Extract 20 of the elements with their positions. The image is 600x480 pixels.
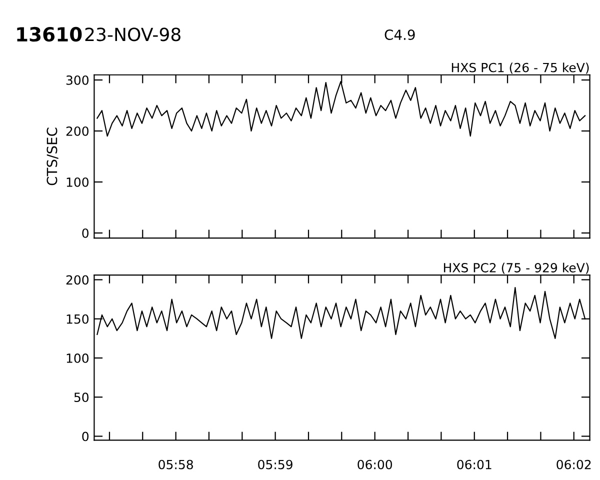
x-tick-label: 05:59 [258,460,292,470]
y-tick-label: 0 [82,228,89,238]
x-tick-label: 05:58 [158,460,193,470]
chart-title: HXS PC1 (26 - 75 keV) [452,62,589,74]
y-axis-title: CTS/SEC [46,128,58,186]
x-tick-label: 06:00 [358,460,392,470]
y-tick-label: 300 [66,75,89,85]
chart-title: HXS PC2 (75 - 929 keV) [444,262,589,274]
text: 23-NOV-98 [85,28,180,42]
x-tick-label: 06:01 [457,460,492,470]
y-tick-label: 100 [66,353,89,363]
x-tick-label: 06:02 [556,460,591,470]
text: C4.9 [384,30,415,40]
y-tick-label: 0 [82,432,89,442]
y-tick-label: 50 [74,392,89,402]
text: 13610 [17,26,82,42]
y-tick-label: 100 [66,177,89,187]
y-tick-label: 150 [66,314,89,324]
y-tick-label: 200 [66,275,89,285]
y-tick-label: 200 [66,126,89,136]
